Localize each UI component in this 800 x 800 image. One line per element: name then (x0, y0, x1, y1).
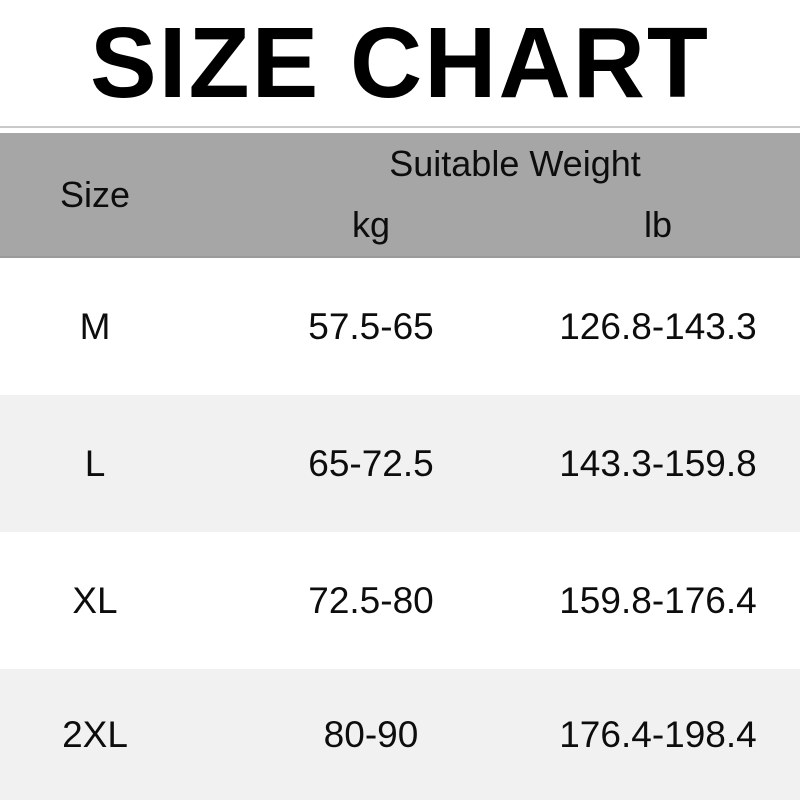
table-row-xl: XL 72.5-80 159.8-176.4 (0, 532, 800, 669)
table-row-m: M 57.5-65 126.8-143.3 (0, 258, 800, 395)
lb-cell: 176.4-198.4 (559, 713, 757, 755)
lb-cell: 126.8-143.3 (559, 305, 757, 347)
table-row-l: L 65-72.5 143.3-159.8 (0, 395, 800, 532)
title-band: SIZE CHART (0, 0, 800, 126)
kg-cell: 65-72.5 (308, 442, 434, 484)
page-title: SIZE CHART (90, 7, 710, 119)
lb-cell: 159.8-176.4 (559, 579, 757, 621)
column-header-size: Size (59, 173, 131, 215)
size-cell: M (79, 305, 111, 347)
column-header-kg: kg (351, 204, 391, 246)
size-cell: 2XL (62, 713, 128, 755)
column-header-lb: lb (643, 204, 673, 246)
table-body: M 57.5-65 126.8-143.3 L 65-72.5 143.3-15… (0, 258, 800, 800)
size-cell: L (84, 442, 106, 484)
kg-cell: 80-90 (323, 713, 419, 755)
table-header: Size Suitable Weight kg lb (0, 133, 800, 258)
size-cell: XL (72, 579, 118, 621)
divider (0, 126, 800, 128)
column-group-header-suitable-weight: Suitable Weight (389, 142, 641, 184)
kg-cell: 57.5-65 (308, 305, 434, 347)
lb-cell: 143.3-159.8 (559, 442, 757, 484)
table-row-2xl: 2XL 80-90 176.4-198.4 (0, 669, 800, 800)
kg-cell: 72.5-80 (308, 579, 434, 621)
